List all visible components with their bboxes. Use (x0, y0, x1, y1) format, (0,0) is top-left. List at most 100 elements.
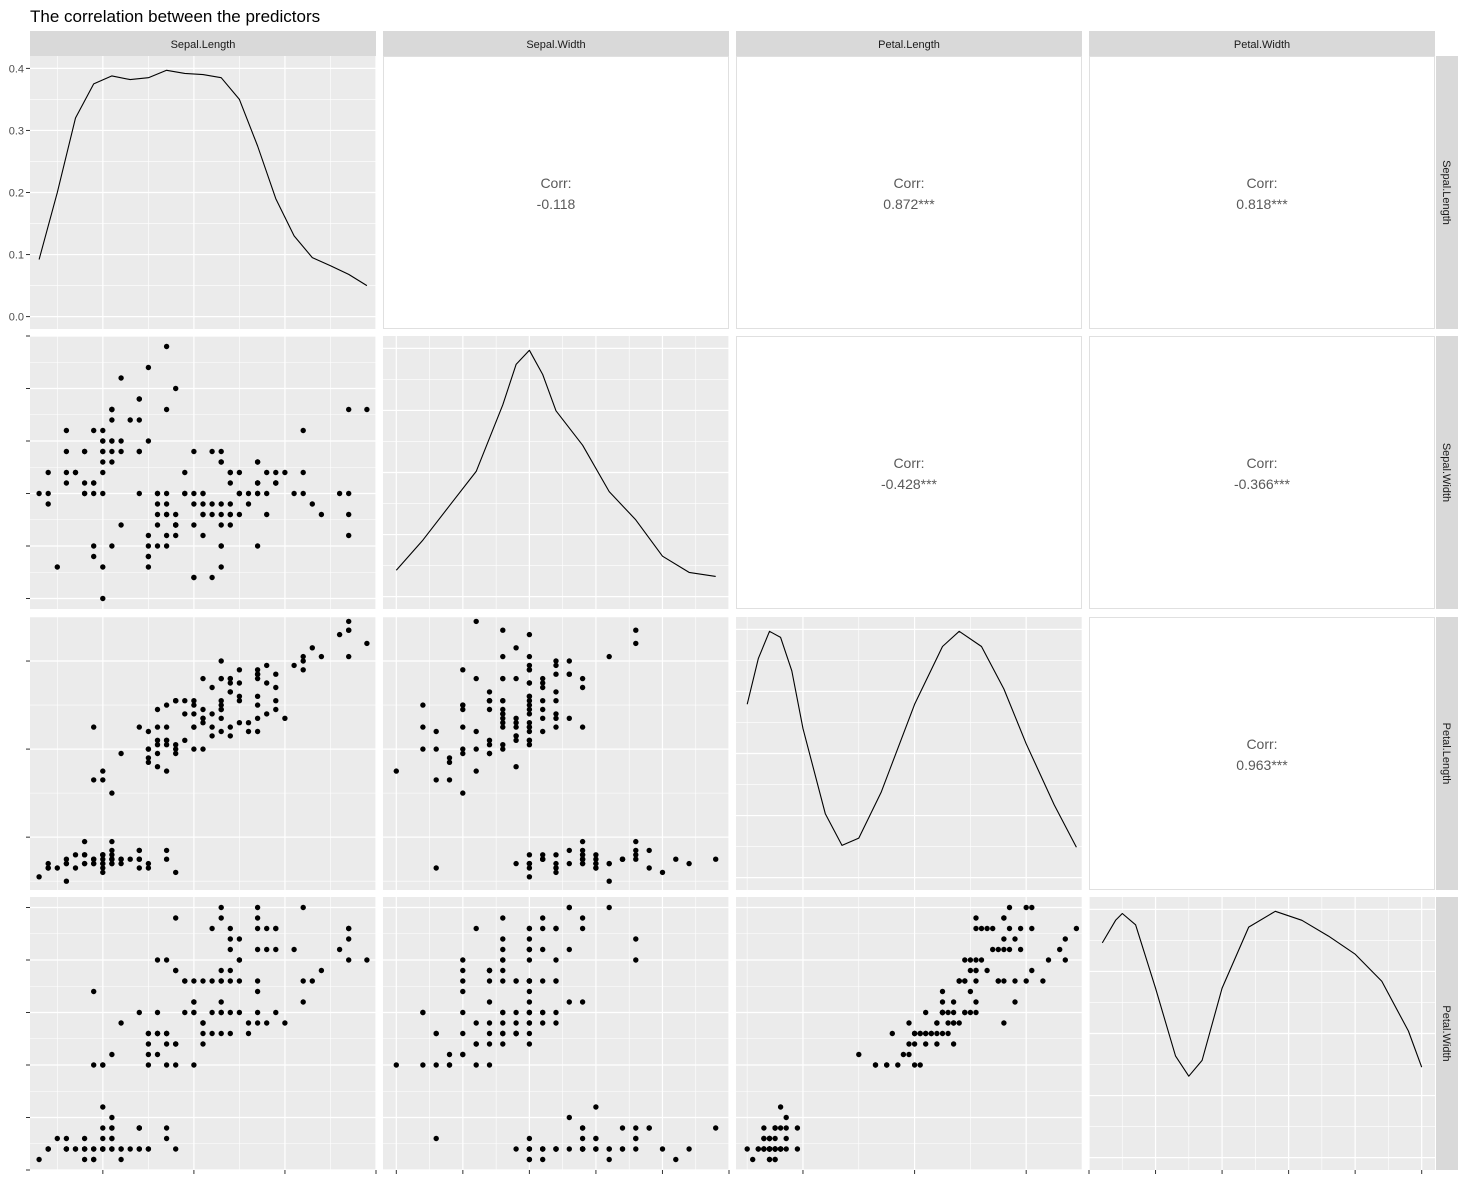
data-point (264, 662, 270, 669)
data-point (783, 1135, 789, 1142)
data-point (945, 1020, 951, 1026)
data-point (218, 522, 224, 528)
data-point (200, 675, 206, 682)
data-point (513, 764, 519, 770)
data-point (906, 1041, 912, 1047)
data-point (191, 711, 197, 717)
data-point (526, 706, 533, 713)
data-point (209, 574, 215, 581)
panel-petal-length-vs-petal-width: Corr: 0.963*** (1089, 617, 1435, 890)
data-point (446, 777, 453, 783)
data-point (761, 1146, 767, 1152)
data-point (911, 1041, 918, 1047)
data-point (473, 728, 479, 735)
data-point (433, 1062, 439, 1068)
data-point (566, 999, 572, 1005)
data-point (364, 957, 370, 963)
data-point (254, 490, 261, 497)
data-point (783, 1125, 789, 1131)
column-strips: Sepal.Length Sepal.Width Petal.Length Petal… (30, 31, 1435, 56)
data-point (526, 667, 533, 673)
data-point (500, 720, 506, 726)
data-point (91, 543, 97, 549)
data-point (633, 838, 639, 845)
data-point (100, 860, 106, 867)
data-point (967, 988, 974, 995)
data-point (579, 1146, 586, 1152)
data-point (526, 936, 533, 942)
data-point (553, 698, 559, 704)
data-point (264, 946, 270, 953)
data-point (109, 1135, 115, 1142)
data-point (182, 1009, 188, 1016)
row-strip-label: Petal.Length (1440, 723, 1452, 785)
data-point (163, 406, 170, 413)
data-point (109, 838, 115, 845)
data-point (906, 1020, 912, 1026)
data-point (273, 684, 279, 691)
data-point (526, 860, 533, 867)
data-point (264, 711, 270, 717)
data-point (473, 675, 479, 682)
data-point (163, 1062, 170, 1068)
data-point (336, 631, 343, 638)
data-point (154, 511, 161, 518)
data-point (513, 860, 519, 867)
data-point (173, 385, 179, 392)
data-point (191, 448, 197, 455)
data-point (300, 653, 306, 660)
data-point (191, 746, 197, 752)
data-point (282, 469, 288, 476)
data-point (794, 1125, 801, 1131)
data-point (1062, 936, 1069, 942)
data-point (911, 1062, 918, 1068)
data-point (245, 720, 252, 726)
panel-sepal-length-vs-petal-length: Corr: 0.872*** (736, 56, 1082, 329)
data-point (973, 978, 979, 984)
correlation-panel-bg (1089, 617, 1435, 890)
data-point (300, 999, 306, 1005)
data-point (761, 1135, 767, 1142)
data-point (553, 689, 559, 695)
data-point (500, 978, 506, 984)
data-point (200, 746, 206, 752)
data-point (473, 768, 479, 774)
data-point (1023, 904, 1029, 911)
data-point (154, 750, 161, 757)
data-point (889, 1030, 895, 1037)
data-point (540, 684, 546, 691)
data-point (145, 865, 152, 871)
column-strip-sepal-width (383, 31, 729, 56)
data-point (200, 1041, 206, 1047)
data-point (163, 957, 170, 963)
data-point (500, 1041, 506, 1047)
data-point (227, 967, 233, 974)
data-point (513, 1009, 519, 1016)
data-point (346, 653, 352, 660)
data-point (553, 715, 559, 721)
data-point (318, 967, 325, 974)
data-point (136, 847, 142, 854)
data-point (1062, 957, 1069, 963)
data-point (579, 847, 586, 854)
y-tick-label: 0.0 (9, 312, 24, 324)
data-point (872, 1062, 879, 1068)
data-point (254, 1009, 261, 1016)
data-point (473, 618, 479, 625)
data-point (100, 1104, 106, 1110)
data-point (54, 865, 60, 871)
row-strip-sepal-length (1436, 56, 1458, 329)
data-point (794, 1146, 801, 1152)
data-point (218, 904, 224, 911)
data-point (990, 946, 996, 953)
data-point (227, 724, 233, 730)
data-point (486, 706, 493, 713)
data-point (100, 856, 106, 862)
data-point (91, 1062, 97, 1068)
data-point (336, 946, 343, 953)
data-point (500, 1030, 506, 1037)
data-point (191, 574, 197, 581)
data-point (273, 698, 279, 704)
bottom-axis (102, 1170, 1423, 1174)
data-point (526, 680, 533, 686)
